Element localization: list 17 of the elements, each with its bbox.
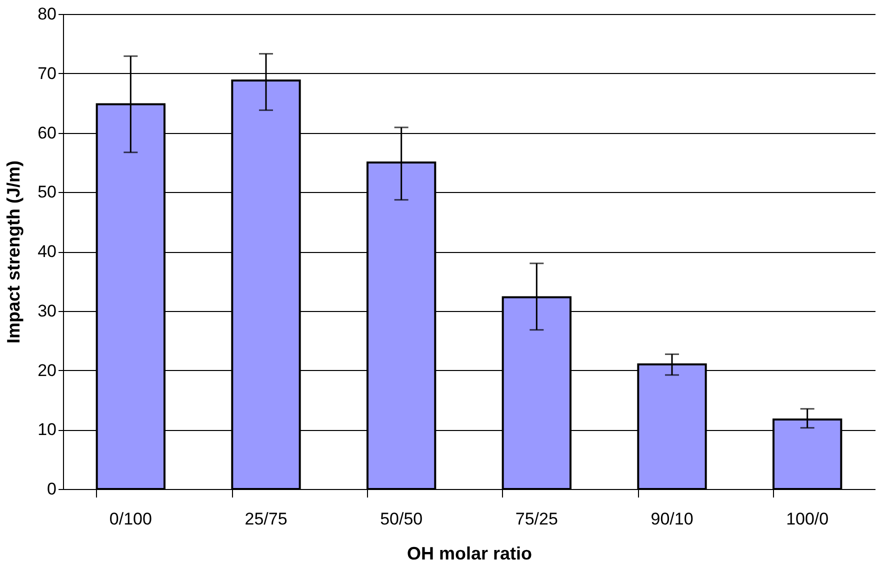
y-tick-label: 70 (38, 64, 56, 83)
y-tick-label: 30 (38, 301, 56, 320)
y-tick-label: 50 (38, 182, 56, 202)
y-tick-label: 10 (38, 420, 56, 440)
y-tick-label: 40 (38, 242, 56, 261)
x-tick-label: 50/50 (380, 510, 423, 528)
y-tick-label: 20 (38, 360, 56, 380)
x-tick-label: 100/0 (786, 510, 829, 528)
x-tick-label: 25/75 (244, 510, 288, 528)
y-tick-label: 80 (38, 4, 56, 24)
y-tick-label: 0 (47, 480, 56, 498)
y-axis-title: Impact strength (J/m) (4, 160, 24, 344)
y-tick-label: 60 (38, 123, 56, 142)
x-tick-label: 0/100 (109, 510, 152, 528)
x-tick-label: 90/10 (650, 510, 694, 528)
x-axis-title: OH molar ratio (406, 544, 532, 564)
x-tick-label: 75/25 (515, 510, 558, 528)
